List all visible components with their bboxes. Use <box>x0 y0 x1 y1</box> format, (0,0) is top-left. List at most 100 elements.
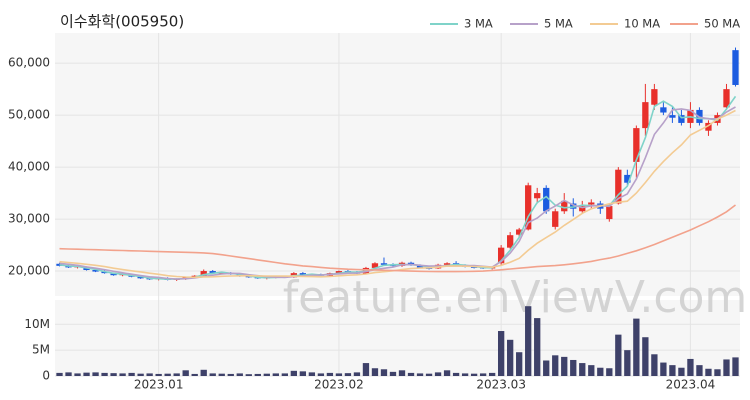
volume-bar <box>137 373 144 376</box>
volume-bar <box>678 367 685 376</box>
volume-bar <box>497 331 505 376</box>
volume-bar <box>525 306 532 376</box>
candle-body <box>443 263 451 265</box>
volume-bar <box>534 318 541 376</box>
candle-body <box>209 271 216 274</box>
volume-bar <box>543 360 550 376</box>
candle-body <box>543 187 550 212</box>
volume-bar <box>714 369 721 376</box>
volume-bar <box>290 370 298 376</box>
volume-bar <box>308 372 316 376</box>
y-tick-label: 60,000 <box>8 56 50 70</box>
candle-body <box>516 229 523 235</box>
volume-bar <box>696 365 703 376</box>
y-tick-label: 30,000 <box>8 212 50 226</box>
candle-body <box>660 107 667 113</box>
x-tick-label: 2023.01 <box>134 378 184 392</box>
legend-label: 10 MA <box>624 17 660 31</box>
x-tick-label: 2023.02 <box>314 378 364 392</box>
volume-bar <box>119 373 126 376</box>
volume-bar <box>299 371 307 376</box>
candle-body <box>705 122 712 131</box>
volume-bar <box>344 373 352 376</box>
legend-label: 3 MA <box>464 17 493 31</box>
volume-bar <box>669 365 676 376</box>
legend-label: 5 MA <box>544 17 573 31</box>
candle-body <box>497 247 505 264</box>
candle-body <box>470 266 478 268</box>
volume-bar <box>263 373 270 376</box>
candle-body <box>561 200 568 212</box>
candle-body <box>416 265 424 268</box>
candle-body <box>534 193 541 199</box>
candle-body <box>624 174 631 183</box>
volume-bar <box>461 373 469 376</box>
volume-bar <box>272 373 279 376</box>
volume-bar <box>516 352 523 376</box>
candle-body <box>380 263 388 265</box>
volume-bar <box>398 370 406 376</box>
candle-body <box>615 169 622 204</box>
volume-bar <box>479 373 487 376</box>
volume-bar <box>65 372 72 376</box>
volume-bar <box>209 373 216 376</box>
y-tick-label: 10M <box>24 317 50 331</box>
volume-bar <box>488 372 496 376</box>
volume-bar <box>380 369 388 376</box>
volume-bar <box>254 373 261 376</box>
candle-body <box>92 270 99 272</box>
volume-bar <box>416 373 424 376</box>
candle-body <box>552 211 559 227</box>
volume-bar <box>425 373 433 376</box>
volume-bar <box>326 372 334 376</box>
volume-bar <box>371 368 379 376</box>
volume-bar <box>552 355 559 376</box>
volume-bar <box>570 359 577 376</box>
watermark: feature.enViewV.com <box>283 272 748 323</box>
y-tick-label: 0 <box>42 369 50 383</box>
candle-body <box>110 273 117 276</box>
volume-bar <box>101 372 108 376</box>
x-tick-label: 2023.04 <box>666 378 716 392</box>
candle-body <box>633 128 640 162</box>
volume-bar <box>236 373 243 376</box>
volume-bar <box>651 354 658 376</box>
price-panel <box>55 33 740 296</box>
volume-bar <box>705 368 712 376</box>
y-tick-label: 5M <box>32 343 50 357</box>
candle-body <box>335 271 343 274</box>
candle-body <box>579 206 586 212</box>
volume-bar <box>128 372 135 376</box>
volume-bar <box>146 373 153 376</box>
candle-body <box>588 202 595 205</box>
volume-bar <box>218 373 225 376</box>
x-tick-label: 2023.03 <box>476 378 526 392</box>
volume-bar <box>317 373 325 376</box>
volume-bar <box>606 368 613 376</box>
volume-bar <box>335 373 343 376</box>
candle-body <box>299 273 307 276</box>
volume-bar <box>56 372 63 376</box>
candle-body <box>137 276 144 279</box>
volume-bar <box>443 370 451 376</box>
volume-bar <box>579 363 586 376</box>
volume-bar <box>452 372 460 376</box>
chart-title: 이수화학(005950) <box>60 13 184 31</box>
volume-bar <box>92 372 99 376</box>
volume-bar <box>83 372 90 376</box>
volume-bar <box>624 350 631 376</box>
volume-bar <box>434 372 442 376</box>
legend-label: 50 MA <box>704 17 740 31</box>
volume-bar <box>561 356 568 376</box>
volume-bar <box>507 339 514 376</box>
volume-bar <box>182 370 189 376</box>
candle-body <box>570 203 577 209</box>
volume-bar <box>191 373 198 376</box>
volume-bar <box>245 374 252 376</box>
candle-body <box>651 89 658 105</box>
volume-bar <box>633 318 640 376</box>
candle-body <box>732 50 739 85</box>
y-tick-label: 20,000 <box>8 264 50 278</box>
volume-bar <box>155 373 162 376</box>
